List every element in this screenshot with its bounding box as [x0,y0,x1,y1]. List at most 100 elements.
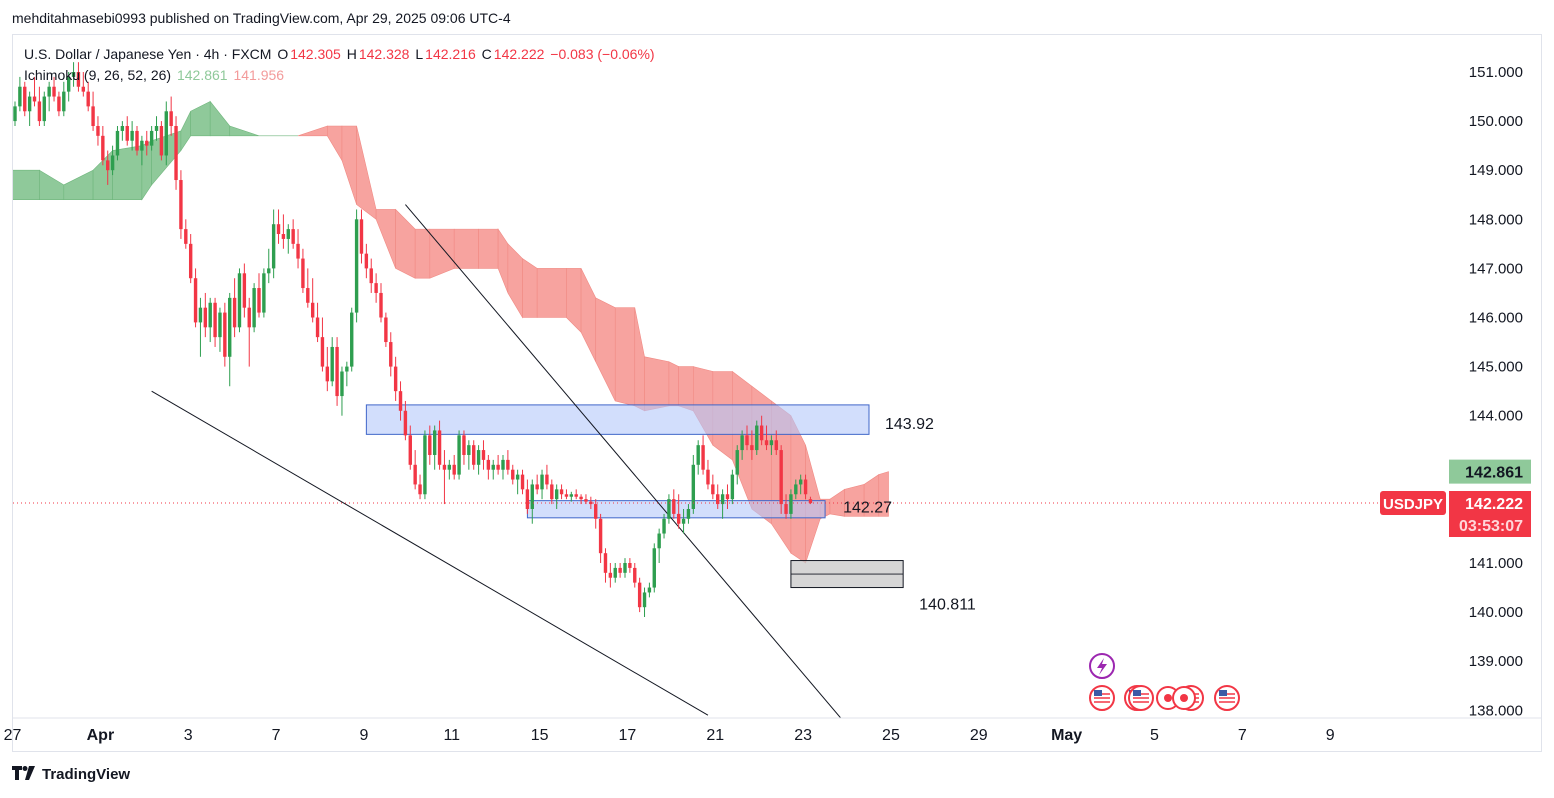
candle-body [408,435,412,465]
y-tick-label: 150.000 [1469,113,1523,130]
legend-low: 142.216 [425,46,476,62]
candle-body [291,229,295,244]
candle-body [154,126,159,131]
candle-body [486,459,491,470]
candle-body [657,533,661,549]
cloud-bull-segment [39,169,65,200]
indicator-value-a: 142.861 [176,67,228,83]
candle-body [384,317,388,343]
legend-high: 142.328 [358,46,410,62]
candle-body [96,126,100,136]
candle-body [735,450,739,475]
candle-body [286,229,290,239]
candle-body [759,425,764,441]
cloud-bull-segment [63,169,94,200]
candle-body [633,567,637,583]
candle-body [784,504,788,514]
candle-body [247,307,251,328]
tv-logo-icon [12,766,36,783]
cloud-bear-segment [678,366,694,412]
cloud-bear-segment [668,361,679,407]
candle-body [628,563,632,568]
cloud-bear-segment [522,258,538,318]
candle-body [403,410,408,436]
candle-body [57,96,61,112]
x-tick-label: 5 [1150,727,1159,744]
chart-panel[interactable] [12,34,1542,752]
cloud-bear-segment [453,228,479,269]
candle-body [442,464,447,470]
candle-body [120,126,125,131]
candle-body [379,292,383,318]
candle-body [740,435,744,451]
indicator-name: Ichimoku (9, 26, 52, 26) [24,67,172,83]
candle-body [647,587,652,593]
indicator-value-b: 141.956 [233,67,285,83]
candle-body [213,302,217,338]
candle-body [393,366,398,392]
x-tick-label: 3 [184,727,193,744]
candle-body [369,268,373,284]
y-tick-label: 138.000 [1469,702,1523,719]
candle-body [106,160,110,171]
candle-body [462,435,466,455]
candle-body [559,489,564,495]
candle-body [252,288,256,328]
candle-body [232,297,237,328]
candle-body [13,106,17,122]
candle-body [515,474,520,480]
cloud-bear-segment [341,125,357,205]
candle-body [755,425,759,451]
candle-body [594,504,598,519]
candle-body [91,106,95,127]
y-tick-label: 141.000 [1469,555,1523,572]
candle-body [789,494,793,514]
legend-change: −0.083 (−0.06%) [550,46,655,62]
candle-body [32,96,37,102]
zone-label: 140.811 [919,597,976,614]
candle-body [574,494,578,497]
candle-body [423,435,427,495]
candle-body [101,135,105,161]
candle-body [281,234,286,239]
cloud-bull-segment [209,100,231,137]
candle-body [223,312,227,357]
candle-body [452,464,456,475]
candle-body [310,302,315,318]
cloud-bear-segment [327,125,343,162]
cloud-bear-segment [297,125,328,137]
cloud-bull-segment [190,100,211,137]
candle-body [467,445,471,455]
trendlines [151,204,842,718]
candle-body [169,111,173,127]
candle-body [159,126,164,156]
candle-body [520,474,525,490]
symbol-tag-label: USDJPY [1383,496,1443,513]
cloud-bear-segment [566,268,582,333]
brand-logo[interactable]: TradingView [12,766,130,783]
brand-name: TradingView [42,766,131,783]
candle-body [188,243,193,279]
candle-body [803,479,808,495]
candle-body [652,548,656,588]
x-tick-label: Apr [87,727,115,744]
x-tick-label: 17 [619,727,637,744]
publisher-line: mehditahmasebi0993 published on TradingV… [12,10,511,26]
cloud-bear-segment [356,125,377,220]
candle-body [511,469,515,480]
candle-body [667,499,671,519]
candle-body [730,474,735,500]
legend-indicator[interactable]: Ichimoku (9, 26, 52, 26) 142.861 141.956 [24,67,286,83]
legend-close: 142.222 [493,46,545,62]
candle-body [808,499,813,504]
legend-ohlc: U.S. Dollar / Japanese Yen · 4h · FXCM O… [24,46,657,62]
cloud-bear-segment [414,228,431,279]
candle-body [418,484,422,495]
candle-body [608,572,613,578]
candle-body [345,366,349,372]
candle-body [76,72,81,87]
candle-body [681,518,686,524]
y-tick-label: 139.000 [1469,653,1523,670]
x-tick-label: 7 [272,727,281,744]
